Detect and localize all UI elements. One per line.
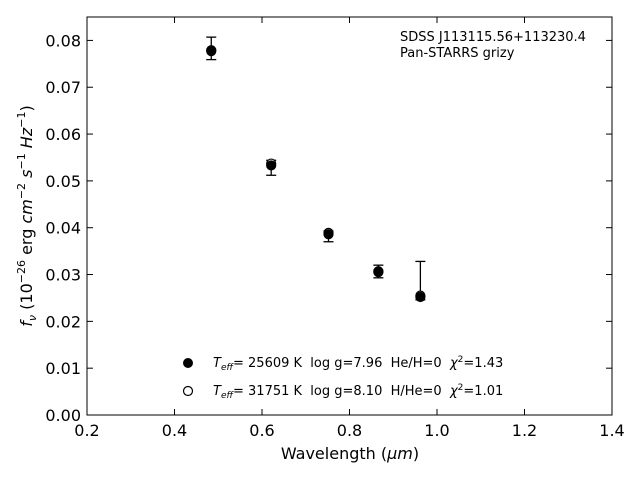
annotation-survey: Pan-STARRS grizy: [400, 46, 515, 61]
x-tick-label: 0.2: [74, 421, 99, 440]
legend-marker-filled: [183, 358, 193, 368]
axis-ticks: 0.2 0.4 0.6 0.8 1.0 1.2 1.4 0.00 0.01 0.02 0.03 0.0…: [45, 17, 625, 440]
legend-label-2: Teff= 31751 K log g=8.10 H/He=0 χ2=1.01: [213, 383, 503, 401]
model-point-filled: [373, 267, 384, 278]
annotation-object-name: SDSS J113115.56+113230.4: [400, 30, 586, 45]
legend-label-1: Teff= 25609 K log g=7.96 He/H=0 χ2=1.43: [213, 355, 503, 373]
x-tick-label: 1.0: [424, 421, 449, 440]
model-point-filled: [266, 160, 277, 171]
y-tick-label: 0.00: [45, 406, 81, 425]
y-tick-label: 0.03: [45, 266, 81, 285]
model-point-filled: [323, 229, 334, 240]
y-tick-label: 0.02: [45, 312, 81, 331]
data-markers: [206, 45, 426, 303]
x-tick-label: 0.8: [337, 421, 362, 440]
y-tick-label: 0.04: [45, 219, 81, 238]
y-axis-label: fν (10−26 erg cm−2 s−1 Hz−1): [15, 105, 39, 326]
model-point-filled: [415, 291, 426, 303]
y-tick-label: 0.08: [45, 31, 81, 50]
y-tick-label: 0.06: [45, 125, 81, 144]
legend-marker-open: [182, 385, 194, 397]
y-tick-label: 0.01: [45, 359, 81, 378]
model-point-filled: [206, 46, 217, 57]
x-tick-label: 1.2: [512, 421, 537, 440]
y-tick-label: 0.07: [45, 78, 81, 97]
x-tick-label: 1.4: [599, 421, 624, 440]
x-axis-label: Wavelength (μm): [281, 444, 419, 463]
legend: Teff= 25609 K log g=7.96 He/H=0 χ2=1.43 …: [182, 355, 503, 401]
y-tick-label: 0.05: [45, 172, 81, 191]
x-tick-label: 0.4: [162, 421, 187, 440]
x-tick-label: 0.6: [249, 421, 274, 440]
